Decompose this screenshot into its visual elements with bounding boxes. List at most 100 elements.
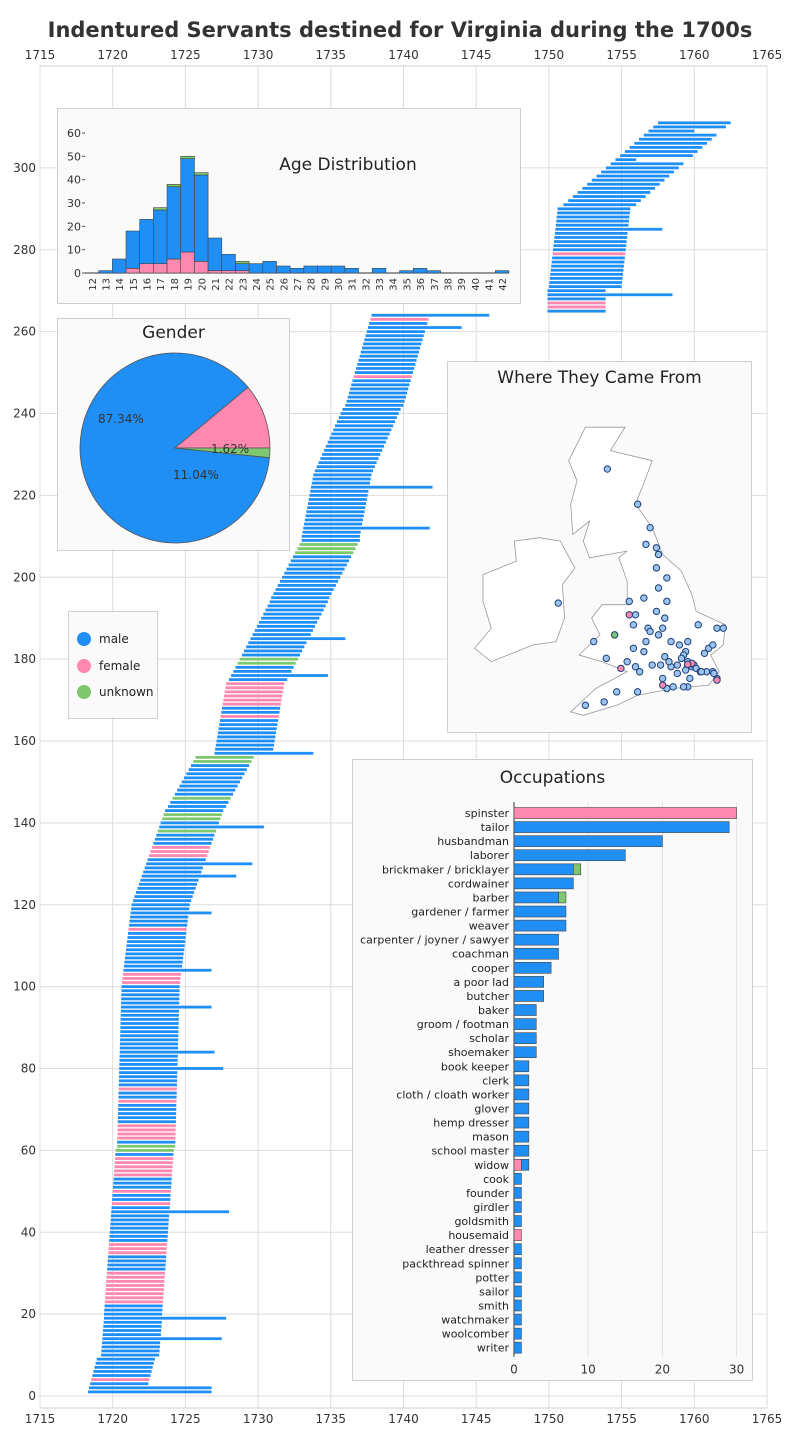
timeline-bar [311,485,433,489]
timeline-bar [193,760,252,763]
timeline-bar [146,862,253,866]
timeline-bar [181,780,240,784]
timeline-tick-left: 20 [21,1307,36,1321]
timeline-bar [123,968,212,972]
age-x-tick: 28 [307,278,318,291]
timeline-bar [160,821,219,825]
age-bar-male [153,209,168,264]
age-x-tick: 20 [197,278,208,291]
age-bar-male [98,270,113,274]
timeline-bar [106,1275,165,1279]
map-point-male [654,584,663,592]
timeline-bar [167,805,227,808]
timeline-tick-bottom: 1750 [534,1412,565,1426]
occupations-title: Occupations [499,768,606,788]
timeline-bar [104,1300,164,1304]
timeline-bar [195,755,254,759]
age-x-tick: 17 [156,278,167,291]
timeline-bar [282,575,341,579]
timeline-bar [89,1386,212,1390]
occ-bar-male [513,1116,530,1129]
timeline-bar [126,948,185,952]
occ-bar-male [513,1215,522,1227]
timeline-tick-top: 1755 [606,48,637,62]
occupations-panel: Occupations 0 10 20 30 spinster tailor husband… [352,759,753,1381]
age-x-tick: 38 [443,278,454,291]
map-point-male [675,641,684,649]
gender-panel: Gender 87.34% 11.04% 1.62% [57,318,290,551]
age-bar-male [344,268,359,274]
timeline-bar [554,231,628,235]
timeline-bar [114,1169,173,1173]
occupations-chart: 0 10 20 30 spinstertailorhusbandmanlaborerbr… [360,802,744,1377]
timeline-bar [547,297,606,301]
timeline-bar [554,236,628,239]
timeline-bar [657,121,731,125]
timeline-bar [624,150,698,153]
timeline-bar [277,584,336,587]
timeline-bar [551,260,625,264]
map-point-male [709,641,717,649]
occ-bar-male [513,905,567,918]
age-bar-male [289,268,305,274]
timeline-bar [108,1243,168,1246]
timeline-tick-bottom: 1765 [752,1412,783,1426]
age-bar-male [262,261,277,274]
map-point-male [679,683,688,691]
age-y-tick: 10 [67,244,81,257]
map-point-male [684,637,692,646]
age-bar-unknown [194,172,209,176]
age-bar-male [303,265,318,274]
occ-bar-male [513,947,559,960]
timeline-bar [117,1136,176,1140]
occ-bar-male [513,990,544,1002]
timeline-bar [103,1312,163,1316]
timeline-bar [104,1304,163,1308]
timeline-bar [231,674,328,677]
occ-bar-male [513,1341,522,1354]
map-point-male [640,594,648,602]
timeline-bar [547,293,673,297]
timeline-bar [222,702,281,706]
timeline-bar [111,1202,170,1205]
timeline-bar [216,739,275,743]
occ-label: barber [472,891,509,904]
timeline-bar [138,882,198,886]
timeline-bar [107,1263,166,1267]
occ-bar-male [513,1060,530,1073]
timeline-bar [112,1189,171,1193]
timeline-bar [365,334,424,338]
timeline-bar [549,277,623,280]
origin-map-title: Where They Came From [497,368,702,388]
timeline-bar [188,768,247,772]
timeline-bar [290,559,349,563]
map-point-male [629,621,638,629]
timeline-bar [550,268,624,272]
timeline-bar [113,1177,172,1181]
occ-label: school master [431,1145,509,1158]
timeline-tick-bottom: 1735 [316,1412,347,1426]
timeline-bar [237,661,296,665]
timeline-bar [634,141,708,145]
timeline-bar [250,637,346,641]
timeline-bar [118,1095,177,1099]
occ-label: cook [483,1173,510,1186]
age-bar-male [426,270,441,274]
age-bar-male [412,268,428,274]
timeline-bar [352,379,411,383]
timeline-bar [117,1116,177,1120]
timeline-bar [120,1030,179,1034]
legend-dot-female [77,659,91,673]
age-bar-male [180,158,195,253]
age-x-tick: 24 [252,278,263,291]
timeline-bar [359,354,418,358]
timeline-bar [133,899,192,903]
occ-label: cloth / cloath worker [396,1088,509,1101]
timeline-bar [357,362,416,366]
legend: male female unknown [68,611,158,719]
timeline-bar [117,1120,176,1124]
map-point-female [658,681,667,689]
timeline-bar [303,526,430,530]
map-point-male [661,614,669,622]
timeline-tick-top: 1765 [752,48,783,62]
